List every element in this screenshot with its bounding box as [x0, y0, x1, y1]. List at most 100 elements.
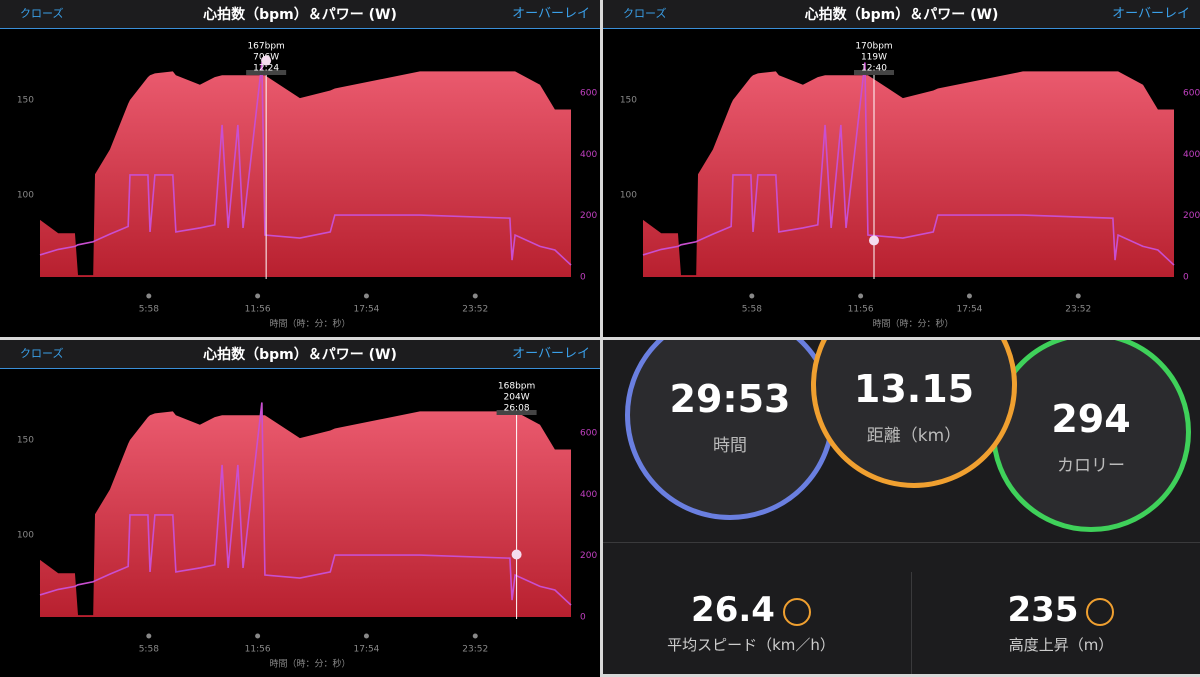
x-tick-label: 23:52 — [1065, 305, 1091, 315]
x-axis-label: 時間（時：分：秒） — [872, 318, 953, 330]
x-tick-mark — [146, 633, 152, 639]
stat-ring: 29:53 時間 — [625, 340, 835, 520]
icon — [1086, 597, 1115, 626]
x-tick-label: 17:54 — [956, 305, 982, 315]
header-title: 心拍数（bpm）＆パワー (W) — [805, 6, 999, 23]
stat-cell: 235 高度上昇（m） — [913, 572, 1200, 674]
y2-tick-label: 0 — [1183, 273, 1189, 283]
header-bar — [0, 340, 600, 368]
tooltip-time: 12:40 — [861, 64, 887, 74]
close-button[interactable]: クローズ — [20, 6, 63, 20]
x-tick-mark — [255, 633, 261, 639]
tooltip-power: 204W — [504, 393, 530, 403]
stat-value: 13.15 — [853, 367, 975, 411]
x-axis-label: 時間（時：分：秒） — [269, 318, 350, 330]
x-tick-mark — [1075, 293, 1081, 299]
cursor-bar — [496, 410, 537, 415]
close-button[interactable]: クローズ — [623, 6, 666, 20]
hr-area — [643, 71, 1174, 277]
stat-ring: 13.15 距離（km） — [811, 340, 1017, 488]
stat-value: 26.4 — [691, 590, 775, 630]
icon — [782, 597, 811, 626]
x-tick-mark — [255, 293, 261, 299]
tooltip-time: 26:08 — [504, 404, 530, 414]
tooltip-power: 119W — [861, 53, 887, 63]
header-title: 心拍数（bpm）＆パワー (W) — [203, 6, 397, 23]
stat-label: 距離（km） — [866, 426, 962, 446]
y-tick-label: 100 — [17, 191, 34, 201]
x-tick-mark — [966, 293, 972, 299]
overlay-button[interactable]: オーバーレイ — [512, 347, 590, 362]
chart-panel: クローズ 心拍数（bpm）＆パワー (W) オーバーレイ 100 150 0 200 400 6… — [603, 0, 1200, 337]
x-tick-label: 11:56 — [245, 305, 271, 315]
overlay-button[interactable]: オーバーレイ — [512, 7, 590, 22]
cursor-dot — [869, 235, 880, 246]
stat-label: 高度上昇（m） — [1008, 636, 1114, 654]
y-tick-label: 150 — [17, 435, 34, 445]
cursor-dot — [511, 549, 522, 560]
y2-tick-label: 0 — [580, 273, 586, 283]
cursor-dot — [261, 55, 272, 66]
header-bar — [0, 0, 600, 28]
y-tick-label: 100 — [620, 191, 637, 201]
stat-value: 294 — [1051, 397, 1131, 441]
x-tick-label: 11:56 — [245, 645, 271, 655]
header-title: 心拍数（bpm）＆パワー (W) — [203, 346, 397, 363]
x-tick-mark — [363, 293, 369, 299]
x-tick-mark — [146, 293, 152, 299]
divider — [911, 572, 912, 674]
x-tick-label: 17:54 — [353, 645, 379, 655]
x-tick-label: 11:56 — [848, 305, 874, 315]
x-tick-mark — [858, 293, 864, 299]
x-tick-label: 23:52 — [462, 305, 488, 315]
x-tick-label: 5:58 — [742, 305, 762, 315]
divider — [603, 542, 1200, 543]
power-line — [39, 62, 572, 266]
x-tick-label: 23:52 — [462, 645, 488, 655]
stat-ring: 294 カロリー — [991, 340, 1191, 532]
y-tick-label: 150 — [17, 95, 34, 105]
power-line — [39, 402, 572, 606]
chart-panel: クローズ 心拍数（bpm）＆パワー (W) オーバーレイ 100 150 0 200 400 6… — [0, 0, 600, 337]
y2-tick-label: 600 — [1183, 89, 1200, 99]
y2-tick-label: 400 — [580, 150, 597, 160]
close-button[interactable]: クローズ — [20, 346, 63, 360]
y2-tick-label: 600 — [580, 89, 597, 99]
power-line — [642, 62, 1175, 266]
x-tick-mark — [472, 633, 478, 639]
hr-area — [40, 71, 571, 277]
y2-tick-label: 0 — [580, 613, 586, 623]
chart-panel: クローズ 心拍数（bpm）＆パワー (W) オーバーレイ 100 150 0 200 400 6… — [0, 340, 600, 677]
x-tick-label: 5:58 — [139, 305, 159, 315]
stat-value: 235 — [1007, 590, 1079, 630]
x-tick-mark — [472, 293, 478, 299]
y2-tick-label: 200 — [580, 211, 597, 221]
cursor-bar — [246, 70, 287, 75]
x-axis-label: 時間（時：分：秒） — [269, 658, 350, 670]
x-tick-label: 5:58 — [139, 645, 159, 655]
y2-tick-label: 600 — [580, 429, 597, 439]
stat-label: 平均スピード（km／h） — [667, 636, 835, 654]
y2-tick-label: 200 — [1183, 211, 1200, 221]
cursor-bar — [854, 70, 895, 75]
y2-tick-label: 400 — [1183, 150, 1200, 160]
y2-tick-label: 400 — [580, 490, 597, 500]
overlay-button[interactable]: オーバーレイ — [1112, 7, 1190, 22]
tooltip-hr: 167bpm — [247, 42, 284, 52]
stat-cell: 26.4 平均スピード（km／h） — [603, 572, 899, 674]
stat-label: 時間 — [713, 436, 747, 456]
y-tick-label: 100 — [17, 531, 34, 541]
stat-value: 29:53 — [669, 377, 791, 421]
x-tick-label: 17:54 — [353, 305, 379, 315]
tooltip-time: 12:24 — [253, 64, 279, 74]
stats-panel: 29:53 時間 294 カロリー 13.15 距離（km） 26.4 平均スピ… — [603, 340, 1200, 674]
tooltip-hr: 168bpm — [498, 382, 535, 392]
header-bar — [603, 0, 1200, 28]
y-tick-label: 150 — [620, 95, 637, 105]
y2-tick-label: 200 — [580, 551, 597, 561]
stat-label: カロリー — [1057, 456, 1125, 476]
tooltip-hr: 170bpm — [855, 42, 892, 52]
x-tick-mark — [749, 293, 755, 299]
hr-area — [40, 411, 571, 617]
